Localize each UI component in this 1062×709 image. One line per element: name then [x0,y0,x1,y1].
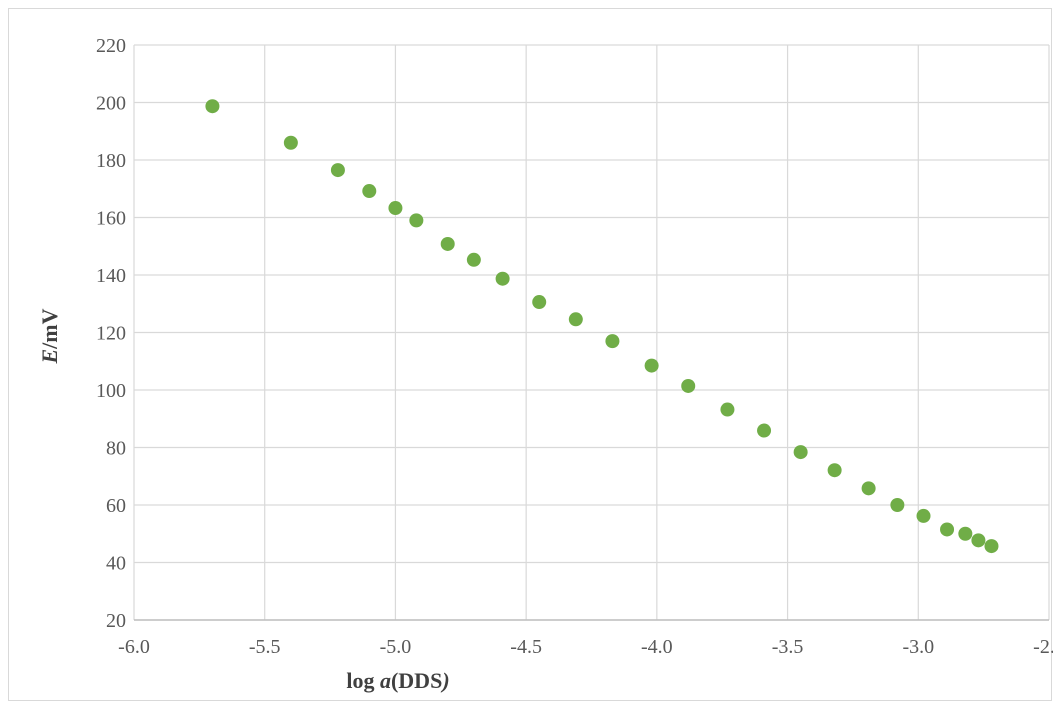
data-point [757,423,772,438]
y-tick-label: 180 [96,150,126,172]
data-point [644,358,659,373]
y-tick-label: 40 [106,553,126,575]
y-tick-label: 220 [96,35,126,57]
x-tick-label: -2.5 [1033,636,1053,658]
data-point [720,402,735,417]
data-point [388,201,403,216]
data-point [466,252,481,267]
y-tick-label: 160 [96,208,126,230]
y-tick-label: 80 [106,438,126,460]
y-tick-label: 140 [96,265,126,287]
data-point [793,445,808,460]
chart-area: -6.0 -5.5 -5.0 -4.5 -4.0 -3.5 -3.0 -2.5 20 40 60 8… [8,8,1053,701]
data-point [532,295,547,310]
data-point [330,163,345,178]
x-tick-label: -4.0 [641,636,673,658]
x-tick-labels: -6.0 -5.5 -5.0 -4.5 -4.0 -3.5 -3.0 -2.5 [118,636,1053,658]
x-axis-title: log a(DDS) [346,668,449,693]
gridlines [133,44,1050,621]
data-point [681,378,696,393]
scatter-chart: -6.0 -5.5 -5.0 -4.5 -4.0 -3.5 -3.0 -2.5 20 40 60 8… [37,35,1053,693]
data-point [958,526,973,541]
data-point [984,539,999,554]
y-tick-label: 60 [106,495,126,517]
data-point [568,312,583,327]
data-point [861,481,876,496]
y-tick-label: 100 [96,380,126,402]
y-tick-labels: 20 40 60 80 100 120 140 160 180 200 220 [96,35,126,632]
data-point [971,533,986,548]
x-tick-label: -3.5 [772,636,804,658]
data-point [205,99,220,114]
x-tick-label: -4.5 [510,636,542,658]
x-tick-label: -6.0 [118,636,150,658]
y-tick-label: 120 [96,323,126,345]
data-point [605,334,620,349]
x-tick-label: -3.0 [902,636,934,658]
data-point [916,508,931,523]
data-point [940,522,955,537]
data-points [205,99,999,554]
data-point [495,271,510,286]
y-tick-label: 20 [106,610,126,632]
y-axis-title: E/mV [37,308,62,364]
data-point [283,135,298,150]
data-point [890,498,905,512]
y-tick-label: 200 [96,93,126,115]
x-tick-label: -5.5 [249,636,281,658]
data-point [409,213,424,228]
data-point [362,184,377,199]
data-point [440,236,455,251]
x-tick-label: -5.0 [380,636,412,658]
data-point [827,463,842,478]
